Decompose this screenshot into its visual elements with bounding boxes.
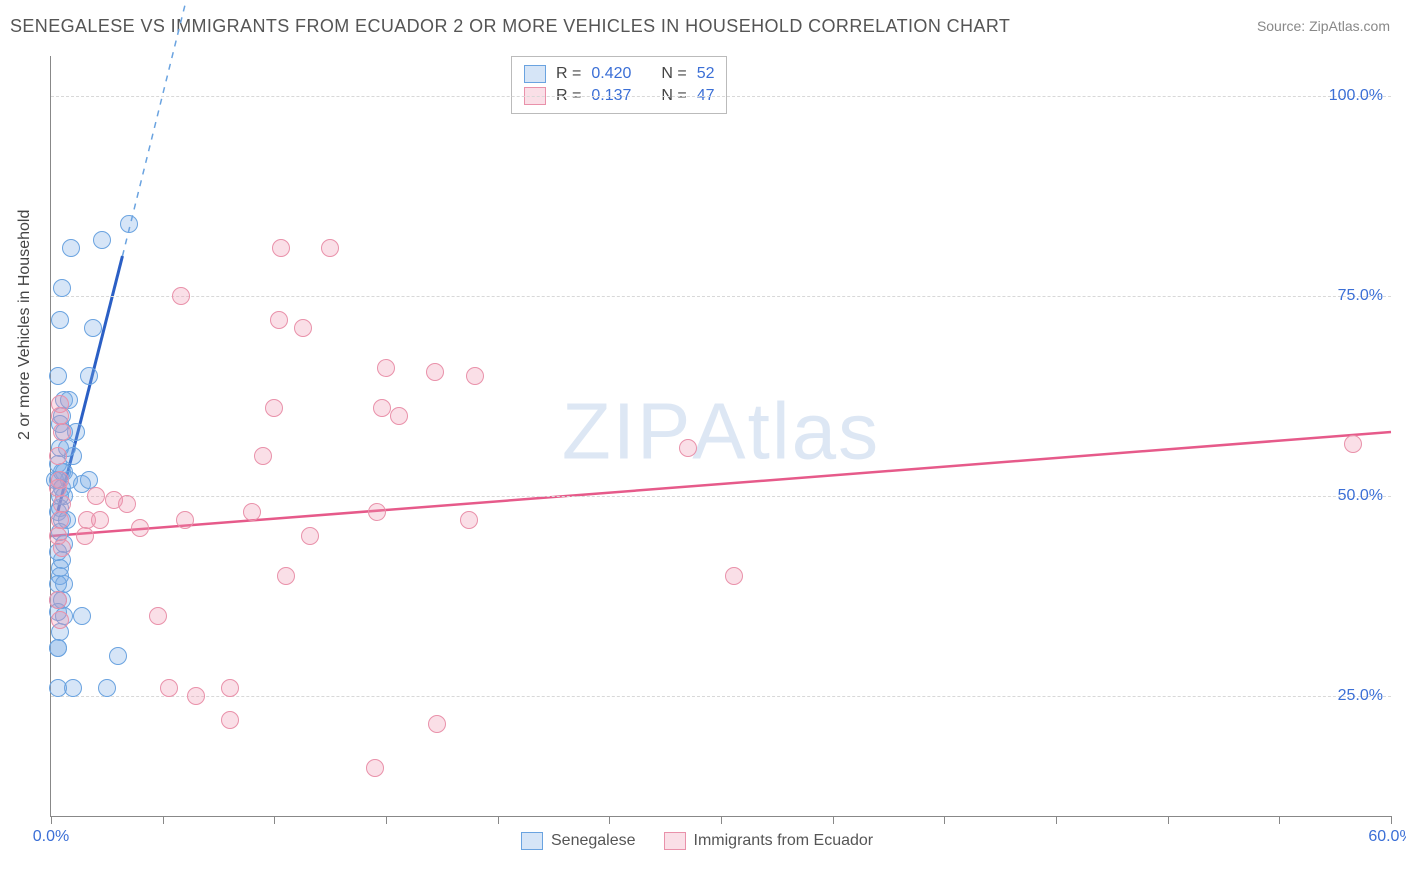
- watermark-atlas: Atlas: [692, 386, 880, 475]
- data-point-ecuador: [221, 679, 239, 697]
- stats-row-senegalese: R = 0.420 N = 52: [524, 63, 714, 85]
- x-tick: [498, 816, 499, 824]
- data-point-senegalese: [53, 279, 71, 297]
- y-tick-label: 75.0%: [1338, 287, 1383, 305]
- data-point-ecuador: [118, 495, 136, 513]
- data-point-ecuador: [254, 447, 272, 465]
- data-point-ecuador: [460, 511, 478, 529]
- data-point-ecuador: [466, 367, 484, 385]
- r-value-senegalese: 0.420: [591, 65, 641, 83]
- y-tick-label: 25.0%: [1338, 687, 1383, 705]
- data-point-ecuador: [277, 567, 295, 585]
- data-point-ecuador: [373, 399, 391, 417]
- x-tick: [1056, 816, 1057, 824]
- data-point-ecuador: [76, 527, 94, 545]
- data-point-ecuador: [131, 519, 149, 537]
- data-point-senegalese: [49, 679, 67, 697]
- data-point-ecuador: [301, 527, 319, 545]
- x-tick: [833, 816, 834, 824]
- data-point-ecuador: [160, 679, 178, 697]
- data-point-ecuador: [426, 363, 444, 381]
- legend-item-ecuador: Immigrants from Ecuador: [664, 832, 874, 850]
- x-tick: [1279, 816, 1280, 824]
- x-tick: [609, 816, 610, 824]
- data-point-ecuador: [366, 759, 384, 777]
- data-point-senegalese: [80, 367, 98, 385]
- swatch-senegalese-bottom: [521, 832, 543, 850]
- n-value-senegalese: 52: [697, 65, 715, 83]
- legend-label-senegalese: Senegalese: [551, 832, 636, 850]
- data-point-ecuador: [321, 239, 339, 257]
- data-point-ecuador: [49, 591, 67, 609]
- x-tick-label: 0.0%: [33, 828, 69, 846]
- legend-item-senegalese: Senegalese: [521, 832, 636, 850]
- data-point-ecuador: [149, 607, 167, 625]
- watermark: ZIPAtlas: [562, 385, 880, 477]
- data-point-ecuador: [265, 399, 283, 417]
- data-point-ecuador: [172, 287, 190, 305]
- chart-title: SENEGALESE VS IMMIGRANTS FROM ECUADOR 2 …: [10, 16, 1010, 37]
- x-tick: [274, 816, 275, 824]
- n-label: N =: [661, 65, 686, 83]
- swatch-senegalese: [524, 65, 546, 83]
- data-point-ecuador: [390, 407, 408, 425]
- x-tick: [721, 816, 722, 824]
- data-point-senegalese: [98, 679, 116, 697]
- data-point-ecuador: [368, 503, 386, 521]
- legend-label-ecuador: Immigrants from Ecuador: [694, 832, 874, 850]
- data-point-senegalese: [64, 679, 82, 697]
- y-tick-label: 50.0%: [1338, 487, 1383, 505]
- x-tick: [386, 816, 387, 824]
- data-point-ecuador: [87, 487, 105, 505]
- data-point-ecuador: [272, 239, 290, 257]
- plot-area: ZIPAtlas R = 0.420 N = 52 R = 0.137 N = …: [50, 56, 1391, 817]
- x-tick: [1168, 816, 1169, 824]
- trend-lines-layer: [51, 56, 1391, 816]
- data-point-senegalese: [120, 215, 138, 233]
- data-point-ecuador: [377, 359, 395, 377]
- data-point-ecuador: [53, 423, 71, 441]
- data-point-ecuador: [294, 319, 312, 337]
- gridline-h: [51, 96, 1391, 97]
- data-point-senegalese: [49, 639, 67, 657]
- watermark-zip: ZIP: [562, 386, 692, 475]
- data-point-ecuador: [243, 503, 261, 521]
- data-point-ecuador: [187, 687, 205, 705]
- gridline-h: [51, 496, 1391, 497]
- series-legend: Senegalese Immigrants from Ecuador: [521, 832, 873, 850]
- swatch-ecuador-bottom: [664, 832, 686, 850]
- x-tick: [944, 816, 945, 824]
- stats-legend: R = 0.420 N = 52 R = 0.137 N = 47: [511, 56, 727, 114]
- x-tick: [163, 816, 164, 824]
- x-tick: [1391, 816, 1392, 824]
- data-point-senegalese: [73, 607, 91, 625]
- data-point-ecuador: [1344, 435, 1362, 453]
- data-point-senegalese: [62, 239, 80, 257]
- y-axis-title: 2 or more Vehicles in Household: [16, 210, 34, 440]
- source-label: Source: ZipAtlas.com: [1257, 18, 1390, 34]
- data-point-ecuador: [270, 311, 288, 329]
- data-point-senegalese: [49, 367, 67, 385]
- y-tick-label: 100.0%: [1329, 87, 1383, 105]
- data-point-ecuador: [428, 715, 446, 733]
- data-point-ecuador: [679, 439, 697, 457]
- data-point-ecuador: [91, 511, 109, 529]
- gridline-h: [51, 296, 1391, 297]
- data-point-ecuador: [725, 567, 743, 585]
- x-tick: [51, 816, 52, 824]
- r-label: R =: [556, 65, 581, 83]
- data-point-senegalese: [84, 319, 102, 337]
- gridline-h: [51, 696, 1391, 697]
- data-point-ecuador: [176, 511, 194, 529]
- data-point-ecuador: [51, 611, 69, 629]
- x-tick-label: 60.0%: [1368, 828, 1406, 846]
- data-point-ecuador: [49, 447, 67, 465]
- data-point-senegalese: [51, 311, 69, 329]
- data-point-senegalese: [109, 647, 127, 665]
- data-point-senegalese: [93, 231, 111, 249]
- data-point-ecuador: [221, 711, 239, 729]
- data-point-ecuador: [53, 539, 71, 557]
